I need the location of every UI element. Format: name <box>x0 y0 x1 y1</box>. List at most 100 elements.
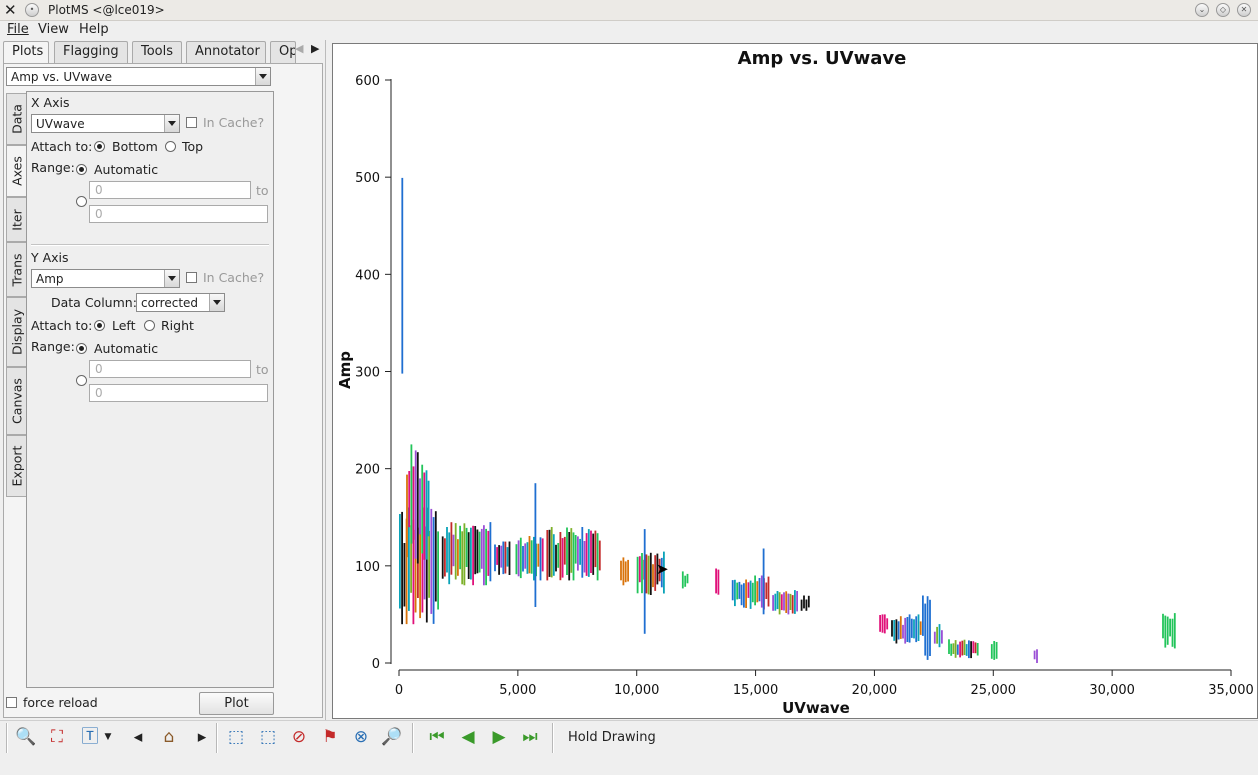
data-point-column <box>474 526 477 575</box>
annotate-text-icon[interactable]: 🅃 <box>81 727 99 747</box>
hold-drawing-toggle[interactable]: Hold Drawing <box>568 730 656 745</box>
menu-view[interactable]: View <box>38 22 69 37</box>
data-point-column <box>622 557 625 586</box>
tab-annotator[interactable]: Annotator <box>186 41 266 63</box>
step-back-icon[interactable]: ◂ <box>133 727 143 747</box>
side-tab-trans[interactable]: Trans <box>6 242 27 297</box>
bottom-toolbar <box>0 720 1258 756</box>
tab-scroll-left-icon[interactable]: ◀ <box>295 42 304 55</box>
data-point-column <box>1171 618 1174 647</box>
scatter-chart: Amp vs. UVwave UVwave Amp 0 5,000 10,000 15… <box>336 48 1254 717</box>
x-range-manual-radio[interactable] <box>76 196 87 207</box>
step-forward-icon[interactable]: ▸ <box>197 727 207 747</box>
clear-regions-icon[interactable]: ⊘ <box>291 727 307 747</box>
y-attach-right-radio[interactable] <box>144 320 155 331</box>
y-axis-select[interactable]: Amp <box>31 269 180 288</box>
data-point-column <box>522 546 524 572</box>
locate-icon[interactable]: 🔎 <box>381 727 403 747</box>
y-range-auto-radio[interactable] <box>76 343 87 354</box>
data-point-column <box>421 507 424 613</box>
force-reload-checkbox[interactable] <box>6 697 17 708</box>
data-point-column <box>537 543 540 567</box>
data-point-column <box>454 523 457 580</box>
data-point-column <box>913 619 915 639</box>
data-point-column <box>643 529 646 634</box>
data-point-column <box>399 514 401 609</box>
x-attach-top-radio[interactable] <box>165 141 176 152</box>
data-point-column <box>805 599 808 611</box>
x-axis-select[interactable]: UVwave <box>31 114 180 133</box>
plot-selector[interactable]: Amp vs. UVwave <box>6 67 271 86</box>
plot-canvas[interactable]: Amp vs. UVwave UVwave Amp 0 5,000 10,000 15… <box>332 43 1258 719</box>
tab-scroll-right-icon[interactable]: ▶ <box>311 42 320 55</box>
zoom-fit-icon[interactable]: ⛶ <box>51 727 63 747</box>
tab-flagging[interactable]: Flagging <box>54 41 128 63</box>
data-column-select[interactable]: corrected <box>136 293 225 312</box>
left-panel <box>0 40 326 720</box>
x-attach-bottom-radio[interactable] <box>94 141 105 152</box>
home-icon[interactable]: ⌂ <box>163 727 175 747</box>
first-page-icon[interactable]: ⏮ <box>429 727 445 747</box>
x-tick-label: 0 <box>395 683 403 698</box>
side-tab-iter[interactable]: Iter <box>6 197 27 242</box>
y-tick-label: 600 <box>355 74 380 89</box>
x-range-auto-radio[interactable] <box>76 164 87 175</box>
previous-page-icon[interactable]: ◀ <box>461 727 475 747</box>
data-point-column <box>502 541 505 575</box>
y-attach-right-label: Right <box>161 318 194 333</box>
minimize-icon[interactable]: ⌄ <box>1195 3 1209 17</box>
y-tick-label: 100 <box>355 560 380 575</box>
data-point-column <box>412 466 415 540</box>
data-point-column <box>990 644 993 659</box>
side-tab-export[interactable]: Export <box>6 435 27 497</box>
data-point-column <box>546 530 549 581</box>
data-point-column <box>410 444 413 544</box>
tab-options[interactable]: Op <box>270 41 296 63</box>
data-point-column <box>534 483 537 607</box>
next-page-icon[interactable]: ▶ <box>492 727 506 747</box>
x-in-cache-checkbox[interactable] <box>186 117 197 128</box>
y-attach-left-radio[interactable] <box>94 320 105 331</box>
tab-plots[interactable]: Plots <box>3 41 49 64</box>
side-tab-display[interactable]: Display <box>6 297 27 367</box>
flag-icon[interactable]: ⚑ <box>322 727 338 747</box>
data-point-column <box>910 618 913 638</box>
data-point-column <box>1164 615 1167 648</box>
data-point-column <box>598 540 601 571</box>
side-tab-axes[interactable]: Axes <box>6 145 27 197</box>
data-point-column <box>500 545 503 568</box>
plot-button[interactable]: Plot <box>199 692 274 715</box>
close-window-icon[interactable]: ✕ <box>1237 3 1251 17</box>
y-range-to-label: to <box>256 362 269 377</box>
y-axis-heading: Y Axis <box>31 250 69 265</box>
y-range-max-input[interactable]: 0 <box>89 384 268 402</box>
y-range-min-input[interactable]: 0 <box>89 360 251 378</box>
last-page-icon[interactable]: ⏭ <box>522 727 538 747</box>
menu-help[interactable]: Help <box>79 22 109 37</box>
app-close-icon[interactable]: ✕ <box>4 1 17 19</box>
y-range-manual-radio[interactable] <box>76 375 87 386</box>
x-range-min-input[interactable]: 0 <box>89 181 251 199</box>
window-menu-icon[interactable]: • <box>25 3 39 17</box>
tab-tools[interactable]: Tools <box>132 41 182 63</box>
data-point-column <box>428 530 430 598</box>
data-point-column <box>754 575 756 606</box>
subtract-region-icon[interactable]: ⬚ <box>259 727 277 747</box>
data-point-column <box>745 579 747 608</box>
data-point-column <box>936 626 938 644</box>
unflag-icon[interactable]: ⊗ <box>353 727 369 747</box>
x-range-max-input[interactable]: 0 <box>89 205 268 223</box>
y-in-cache-label: In Cache? <box>203 270 265 285</box>
data-point-column <box>508 541 511 575</box>
data-point-column <box>517 540 520 577</box>
zoom-icon[interactable]: 🔍 <box>15 727 37 747</box>
annotate-dropdown-icon[interactable]: ▼ <box>104 732 112 742</box>
side-tab-canvas[interactable]: Canvas <box>6 367 27 435</box>
data-point-column <box>638 556 641 583</box>
maximize-icon[interactable]: ◇ <box>1216 3 1230 17</box>
menu-file[interactable]: File <box>7 22 29 37</box>
data-point-column <box>1169 618 1171 637</box>
select-region-icon[interactable]: ⬚ <box>227 727 245 747</box>
side-tab-data[interactable]: Data <box>6 93 27 145</box>
y-in-cache-checkbox[interactable] <box>186 272 197 283</box>
